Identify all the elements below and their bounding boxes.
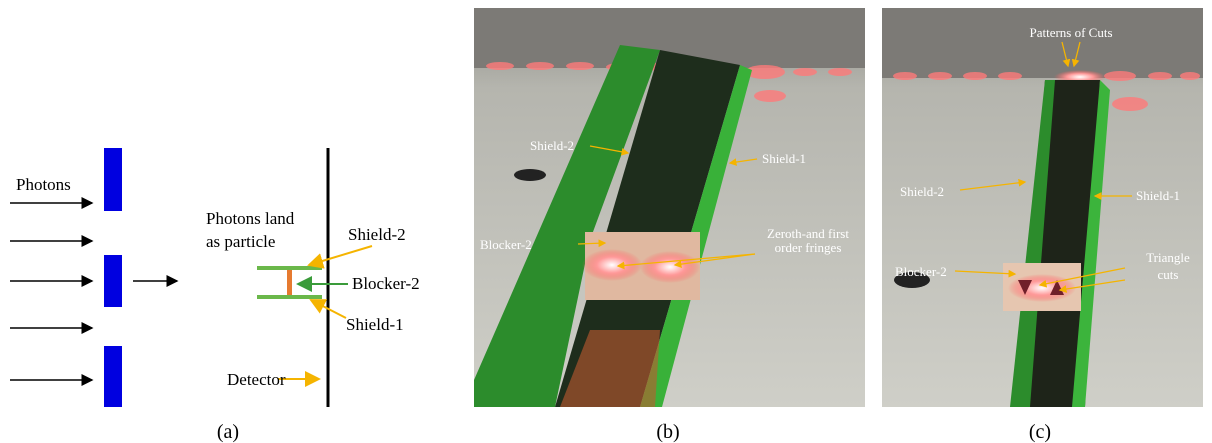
caption: (c)	[1029, 421, 1051, 443]
caption: (b)	[656, 421, 679, 443]
fringes-label: Zeroth-and first	[767, 226, 849, 241]
panel-a: Photons Photons land as particle Shield-…	[10, 148, 420, 443]
figure: Photons Photons land as particle Shield-…	[0, 0, 1212, 443]
shield-2-label: Shield-2	[900, 184, 944, 199]
blocker-2-label: Blocker-2	[480, 237, 532, 252]
shield-1-label: Shield-1	[762, 151, 806, 166]
panel-c: Patterns of Cuts Shield-2 Shield-1 Block…	[882, 8, 1203, 443]
landing-label: as particle	[206, 232, 275, 251]
photons-label: Photons	[16, 175, 71, 194]
caption: (a)	[217, 421, 239, 443]
shield-1-label: Shield-1	[346, 315, 404, 334]
blocker-2-label: Blocker-2	[895, 264, 947, 279]
fringes-label: order fringes	[775, 240, 842, 255]
patterns-label: Patterns of Cuts	[1029, 25, 1112, 40]
landing-label: Photons land	[206, 209, 295, 228]
shield-1-label: Shield-1	[1136, 188, 1180, 203]
detector-label: Detector	[227, 370, 286, 389]
triangle-label: Triangle	[1146, 250, 1190, 265]
shield-2-label: Shield-2	[348, 225, 406, 244]
triangle-label: cuts	[1158, 267, 1179, 282]
shield-2-label: Shield-2	[530, 138, 574, 153]
blocker-2-label: Blocker-2	[352, 274, 420, 293]
panel-b: Shield-2 Shield-1 Blocker-2 Zeroth-and f…	[474, 8, 865, 443]
